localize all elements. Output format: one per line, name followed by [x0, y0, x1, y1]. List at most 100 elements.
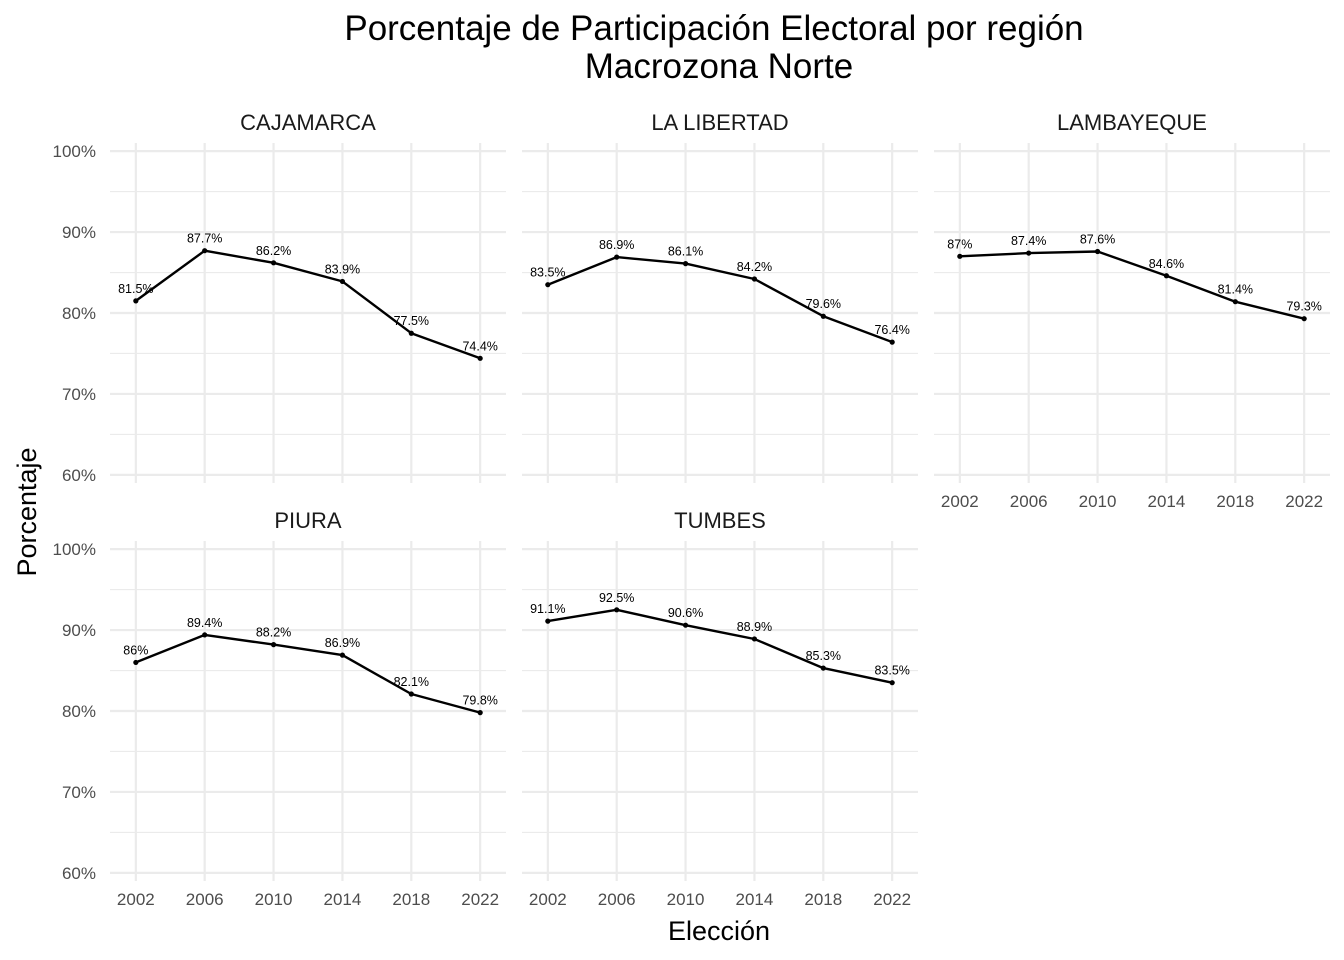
data-point: [133, 298, 139, 304]
facet-title: LA LIBERTAD: [651, 110, 788, 135]
x-tick-label: 2014: [324, 890, 362, 909]
series-line: [547, 255, 893, 344]
chart-subtitle: Macrozona Norte: [585, 47, 853, 86]
data-point: [339, 652, 346, 658]
x-tick-label: 2014: [736, 890, 774, 909]
series-line: [135, 633, 481, 714]
data-point: [1026, 250, 1032, 256]
data-point: [133, 659, 139, 666]
x-tick-label: 2018: [1216, 492, 1254, 511]
data-point: [477, 355, 483, 361]
y-tick-label: 80%: [62, 702, 96, 721]
data-point: [408, 691, 414, 697]
facet-panel: PIURA 60% 70% 80% 90% 100% 2002 2006 2010 2014 201…: [53, 508, 506, 909]
data-label: 87.7%: [187, 232, 222, 246]
x-tick-label: 2022: [1285, 492, 1323, 511]
facet-panel: LAMBAYEQUE 2002 2006 2010 2014 2018 2022 87% 87.…: [934, 110, 1330, 511]
data-point: [820, 665, 826, 671]
data-label: 87.6%: [1080, 232, 1115, 246]
data-label: 83.5%: [530, 266, 565, 280]
data-point: [820, 313, 826, 319]
y-tick-label: 100%: [53, 540, 96, 559]
y-tick-label: 60%: [62, 466, 96, 485]
x-tick-label: 2010: [255, 890, 293, 909]
data-point: [614, 254, 620, 260]
data-point: [682, 622, 689, 628]
data-label: 74.4%: [462, 339, 497, 353]
data-label: 86.1%: [668, 245, 703, 259]
data-label: 89.4%: [187, 616, 222, 630]
x-tick-label: 2002: [941, 492, 979, 511]
x-tick-label: 2022: [873, 890, 911, 909]
facet-title: TUMBES: [674, 508, 766, 533]
data-point: [1301, 316, 1307, 322]
data-point: [614, 607, 620, 613]
data-label: 90.6%: [668, 606, 703, 620]
data-point: [957, 253, 963, 259]
data-label: 88.9%: [737, 620, 772, 634]
data-label: 86%: [123, 643, 148, 657]
y-axis-title: Porcentaje: [12, 447, 42, 576]
series-line: [959, 250, 1305, 320]
facet-panel: CAJAMARCA 60% 70% 80% 90% 100% 81.5% 87.7% 86.2%…: [53, 110, 506, 485]
data-label: 83.9%: [325, 262, 360, 276]
y-tick-label: 90%: [62, 621, 96, 640]
data-point: [1163, 273, 1170, 279]
y-tick-label: 70%: [62, 783, 96, 802]
data-label: 92.5%: [599, 591, 634, 605]
x-tick-label: 2010: [667, 890, 705, 909]
y-tick-label: 100%: [53, 142, 96, 161]
data-point: [477, 710, 483, 716]
facet-panel: TUMBES 2002 2006 2010 2014 2018 2022 91.1% 92.5%…: [522, 508, 918, 909]
data-label: 79.3%: [1286, 300, 1321, 314]
data-label: 91.1%: [530, 602, 565, 616]
facet-panels: CAJAMARCA 60% 70% 80% 90% 100% 81.5% 87.7% 86.2%…: [53, 110, 1330, 909]
x-tick-label: 2010: [1079, 492, 1117, 511]
data-label: 88.2%: [256, 626, 291, 640]
data-point: [889, 680, 895, 686]
data-label: 83.5%: [874, 664, 909, 678]
data-point: [1232, 299, 1238, 305]
x-tick-label: 2014: [1148, 492, 1186, 511]
data-point: [339, 278, 346, 285]
facet-title: LAMBAYEQUE: [1057, 110, 1207, 135]
data-label: 79.8%: [462, 694, 497, 708]
data-label: 84.2%: [737, 260, 772, 274]
data-label: 81.4%: [1218, 283, 1253, 297]
data-label: 85.3%: [806, 649, 841, 663]
x-axis-title: Elección: [668, 916, 770, 946]
data-label: 81.5%: [118, 282, 153, 296]
x-tick-label: 2006: [186, 890, 224, 909]
data-point: [682, 261, 689, 267]
data-point: [270, 260, 277, 266]
data-label: 84.6%: [1149, 257, 1184, 271]
series-line: [135, 249, 481, 360]
facet-panel: LA LIBERTAD 83.5% 86.9% 86.1% 84.2% 79.6% 76.4…: [522, 110, 918, 483]
data-point: [751, 636, 758, 642]
facet-title: CAJAMARCA: [240, 110, 376, 135]
data-label: 86.2%: [256, 244, 291, 258]
y-tick-label: 60%: [62, 864, 96, 883]
data-label: 82.1%: [394, 675, 429, 689]
data-point: [751, 276, 758, 282]
data-point: [1094, 248, 1101, 255]
data-label: 86.9%: [325, 636, 360, 650]
y-tick-label: 90%: [62, 223, 96, 242]
y-tick-label: 70%: [62, 385, 96, 404]
facet-title: PIURA: [274, 508, 342, 533]
data-point: [408, 330, 414, 336]
data-point: [202, 248, 208, 254]
chart-title: Porcentaje de Participación Electoral po…: [344, 9, 1083, 48]
x-tick-label: 2018: [804, 890, 842, 909]
x-tick-label: 2002: [529, 890, 567, 909]
series-line: [547, 608, 893, 684]
data-point: [202, 632, 208, 638]
y-tick-label: 80%: [62, 304, 96, 323]
data-label: 77.5%: [394, 314, 429, 328]
data-label: 79.6%: [806, 297, 841, 311]
x-tick-label: 2018: [392, 890, 430, 909]
data-point: [545, 618, 551, 624]
data-label: 76.4%: [874, 323, 909, 337]
x-tick-label: 2022: [461, 890, 499, 909]
